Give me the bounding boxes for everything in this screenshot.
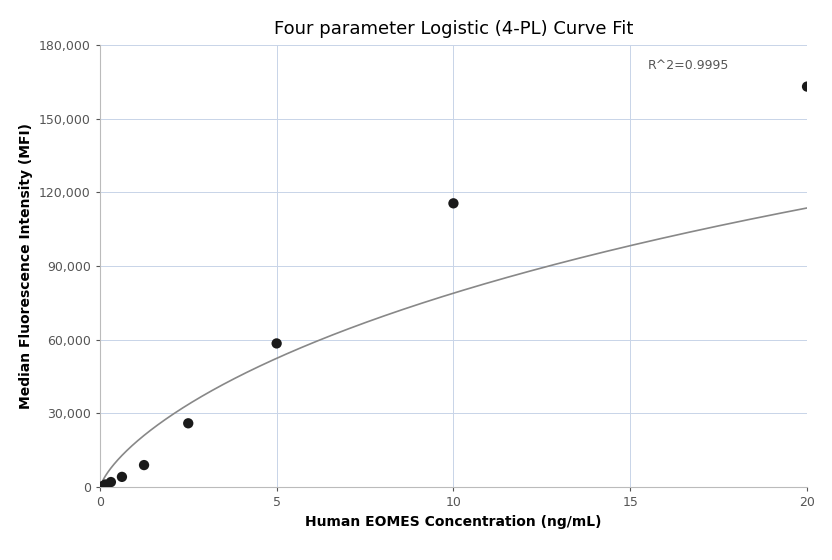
Point [270,339,283,348]
Point [116,473,129,482]
Y-axis label: Median Fluorescence Intensity (MFI): Median Fluorescence Intensity (MFI) [19,123,33,409]
Point [104,478,117,487]
X-axis label: Human EOMES Concentration (ng/mL): Human EOMES Concentration (ng/mL) [305,515,602,529]
Point [96,482,109,491]
Text: R^2=0.9995: R^2=0.9995 [648,59,730,72]
Title: Four parameter Logistic (4-PL) Curve Fit: Four parameter Logistic (4-PL) Curve Fit [274,20,633,38]
Point [800,82,814,91]
Point [447,199,460,208]
Point [137,460,151,469]
Point [181,419,195,428]
Point [99,480,112,489]
